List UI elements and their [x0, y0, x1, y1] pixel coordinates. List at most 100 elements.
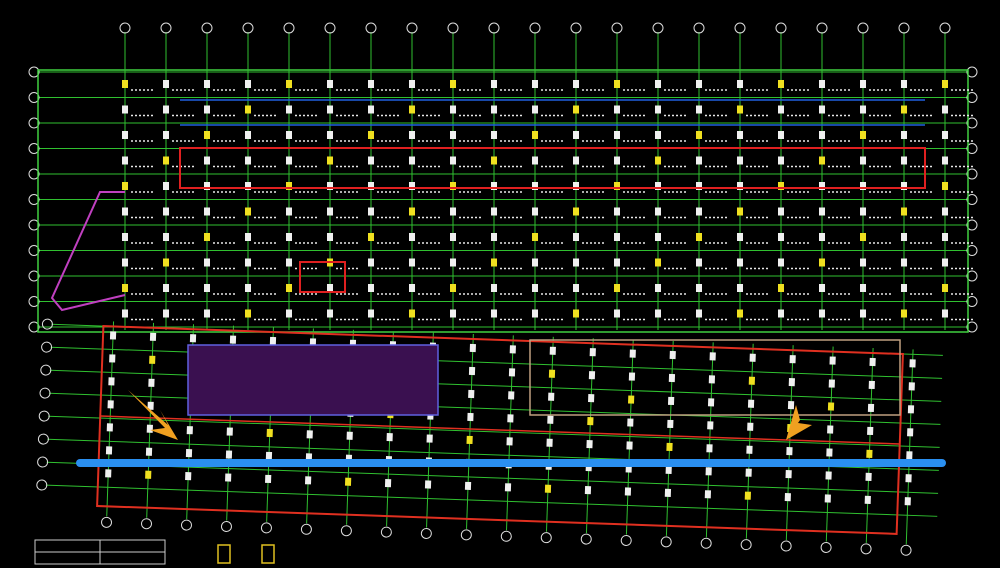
- axis-bubble: [652, 22, 664, 34]
- column: [508, 391, 515, 400]
- column: [614, 80, 620, 88]
- column: [942, 284, 948, 292]
- column: [614, 156, 620, 165]
- column: [532, 80, 538, 88]
- column: [286, 258, 292, 267]
- column: [655, 182, 661, 190]
- axis-bubble: [38, 410, 50, 422]
- ramp-outline: [50, 191, 126, 312]
- axis-line-v: [146, 322, 155, 518]
- column: [860, 284, 866, 292]
- column: [327, 284, 333, 292]
- column: [327, 156, 333, 165]
- axis-bubble: [324, 22, 336, 34]
- axis-bubble: [220, 521, 232, 533]
- column: [506, 437, 513, 446]
- column: [245, 182, 251, 190]
- column: [122, 131, 128, 139]
- column: [468, 366, 476, 376]
- column: [491, 284, 497, 292]
- column: [867, 426, 874, 436]
- column: [628, 372, 636, 381]
- axis-bubble: [420, 527, 432, 539]
- column: [532, 309, 538, 318]
- column: [163, 105, 169, 114]
- column: [778, 105, 784, 114]
- column: [942, 131, 948, 139]
- column: [409, 233, 415, 241]
- column: [204, 182, 210, 190]
- column: [225, 473, 232, 482]
- axis-bubble: [242, 22, 254, 34]
- column: [544, 484, 552, 493]
- column: [573, 258, 579, 267]
- column: [901, 284, 907, 292]
- column: [909, 359, 916, 368]
- column: [901, 207, 907, 216]
- column: [942, 105, 948, 114]
- axis-bubble: [36, 479, 48, 491]
- column: [532, 105, 538, 114]
- axis-line-v: [545, 336, 554, 532]
- axis-bubble: [966, 92, 978, 103]
- column: [286, 207, 292, 216]
- column: [907, 405, 915, 414]
- column: [573, 309, 579, 318]
- column: [265, 451, 273, 461]
- column: [409, 207, 415, 216]
- axis-bubble: [119, 22, 131, 34]
- column: [266, 428, 273, 438]
- column: [624, 487, 632, 496]
- column: [666, 442, 673, 452]
- column: [450, 258, 456, 267]
- axis-bubble: [620, 534, 632, 546]
- axis-bubble: [966, 168, 978, 180]
- column: [109, 354, 116, 363]
- column: [450, 207, 456, 216]
- axis-line-v: [905, 349, 914, 545]
- column: [327, 105, 333, 114]
- column: [122, 284, 128, 292]
- axis-line-v: [665, 340, 674, 536]
- column: [589, 348, 596, 357]
- column: [696, 309, 702, 318]
- column: [668, 373, 676, 383]
- column: [901, 233, 907, 241]
- column: [344, 477, 352, 486]
- column: [204, 309, 210, 318]
- column: [450, 80, 456, 88]
- axis-bubble: [39, 387, 51, 399]
- column: [778, 309, 784, 318]
- column: [868, 380, 875, 390]
- column: [696, 131, 702, 139]
- column: [901, 105, 907, 114]
- column: [784, 492, 791, 502]
- column: [627, 418, 634, 427]
- column: [532, 207, 538, 216]
- axis-bubble: [900, 544, 912, 556]
- axis-line-v: [825, 346, 834, 542]
- column: [122, 182, 128, 190]
- column: [826, 448, 833, 457]
- column: [286, 233, 292, 241]
- column: [778, 284, 784, 292]
- column: [626, 441, 633, 450]
- axis-line-v: [785, 345, 794, 541]
- column: [245, 156, 251, 165]
- column: [186, 426, 193, 435]
- column: [189, 334, 197, 343]
- column: [706, 444, 713, 453]
- column: [491, 233, 497, 241]
- column: [491, 80, 497, 88]
- axis-bubble: [966, 219, 978, 231]
- column: [163, 309, 169, 318]
- axis-bubble: [966, 143, 978, 154]
- column: [737, 105, 743, 114]
- axis-bubble: [500, 530, 512, 542]
- column: [748, 376, 756, 385]
- column: [869, 357, 876, 367]
- column: [655, 80, 661, 88]
